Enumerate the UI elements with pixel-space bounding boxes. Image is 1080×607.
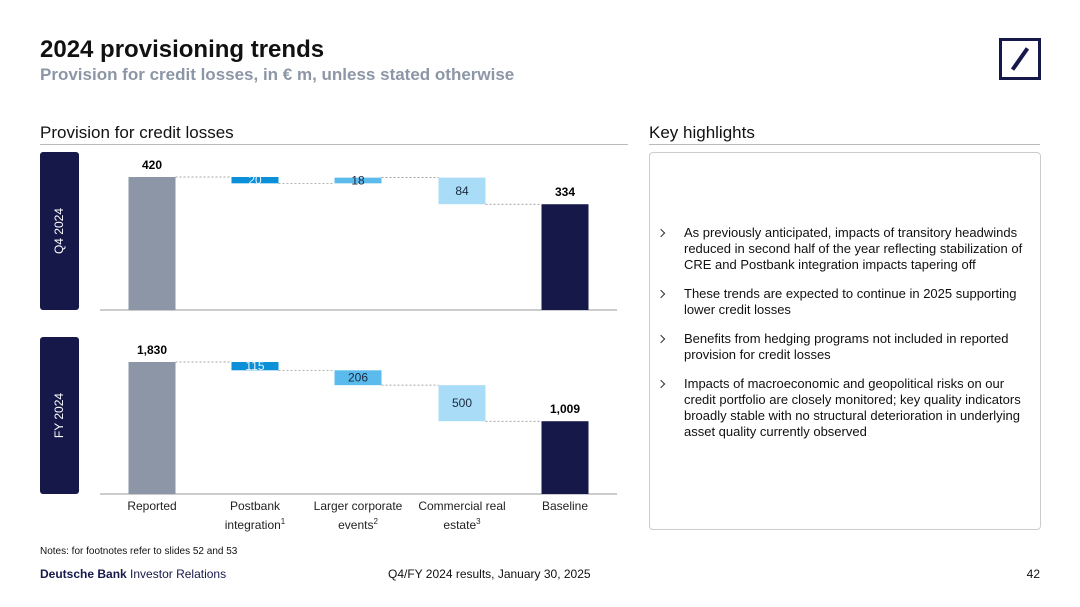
- total-bar: [541, 204, 589, 310]
- delta-bar: [438, 385, 486, 422]
- category: Larger corporate events: [313, 499, 403, 532]
- footnote-marker: 2: [373, 517, 378, 526]
- title: 2024 provisioning trends: [40, 36, 325, 63]
- highlight: As previously anticipated, impacts of tr…: [650, 225, 1034, 273]
- delta-bar: [231, 362, 279, 371]
- x-tick-label: Postbank integration1: [205, 499, 305, 533]
- category: Postbank integration: [224, 499, 281, 532]
- footnote-marker: 1: [280, 517, 286, 526]
- category: Reported: [127, 499, 177, 513]
- panel-tab: [40, 337, 79, 494]
- value-label: 115: [245, 359, 264, 373]
- x-tick-label: Reported: [102, 499, 202, 514]
- x-tick-label: Commercial real estate3: [412, 499, 512, 533]
- footnote: Notes: for footnotes refer to slides 52 …: [40, 546, 238, 557]
- highlights-title: Key highlights: [649, 123, 755, 142]
- footer-center: Q4/FY 2024 results, January 30, 2025: [388, 567, 591, 581]
- delta-bar: [334, 370, 382, 386]
- highlight: Impacts of macroeconomic and geopolitica…: [650, 376, 1034, 440]
- brand-suffix: Investor Relations: [130, 567, 227, 581]
- total-bar: [128, 362, 176, 494]
- value-label: 334: [555, 185, 575, 199]
- delta-bar: [231, 177, 279, 184]
- value-label: 1,009: [550, 402, 580, 416]
- x-tick-label: Baseline: [515, 499, 615, 514]
- highlight: These trends are expected to continue in…: [650, 286, 1034, 318]
- total-bar: [128, 177, 176, 310]
- page-number: 42: [1026, 567, 1040, 581]
- panel-label: Q4 2024: [52, 208, 66, 254]
- rule: [649, 144, 1040, 145]
- value-label: 500: [452, 396, 472, 410]
- value-label: 206: [348, 371, 368, 385]
- rule: [40, 144, 628, 145]
- value-label: 20: [248, 173, 262, 187]
- delta-bar: [334, 177, 382, 184]
- highlights-box: As previously anticipated, impacts of tr…: [649, 152, 1041, 530]
- highlight: Benefits from hedging programs not inclu…: [650, 331, 1034, 363]
- footnote-marker: 3: [476, 517, 481, 526]
- total-bar: [541, 421, 589, 494]
- brand-name: Deutsche Bank: [40, 567, 127, 581]
- value-label: 18: [351, 173, 365, 187]
- value-label: 420: [142, 158, 162, 172]
- category: Baseline: [541, 499, 589, 513]
- logo: [999, 38, 1041, 80]
- value-label: 1,830: [137, 343, 167, 357]
- value-label: 84: [455, 184, 469, 198]
- brand: Deutsche Bank Investor Relations: [40, 567, 226, 581]
- delta-bar: [438, 177, 486, 205]
- category: Commercial real estate: [418, 499, 506, 532]
- panel-tab: [40, 152, 79, 310]
- panel-label: FY 2024: [52, 393, 66, 438]
- highlights-list: As previously anticipated, impacts of tr…: [650, 153, 1040, 440]
- x-tick-label: Larger corporate events2: [308, 499, 408, 533]
- section-title: Provision for credit losses: [40, 123, 234, 142]
- subtitle: Provision for credit losses, in € m, unl…: [40, 65, 515, 84]
